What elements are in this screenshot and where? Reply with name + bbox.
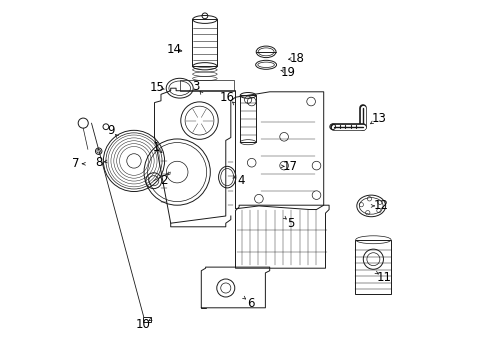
Text: 14: 14 — [166, 43, 182, 56]
Text: 7: 7 — [71, 157, 79, 170]
Text: 6: 6 — [247, 297, 254, 310]
Text: 1: 1 — [152, 141, 160, 154]
Bar — [354, 240, 390, 294]
Text: 11: 11 — [376, 271, 391, 284]
Text: 4: 4 — [237, 174, 244, 186]
Bar — [179, 80, 233, 91]
Text: 5: 5 — [287, 217, 294, 230]
Text: 12: 12 — [373, 199, 388, 212]
Bar — [142, 317, 151, 322]
Text: 13: 13 — [371, 112, 386, 125]
Text: 2: 2 — [160, 174, 167, 186]
Text: 17: 17 — [283, 160, 298, 173]
Bar — [240, 95, 256, 142]
Text: 19: 19 — [280, 66, 295, 78]
Text: 15: 15 — [150, 81, 164, 94]
Text: 3: 3 — [192, 80, 199, 93]
Text: 10: 10 — [135, 318, 150, 331]
Text: 9: 9 — [107, 124, 115, 137]
Text: 8: 8 — [95, 156, 102, 169]
Text: 16: 16 — [220, 91, 235, 104]
Text: 18: 18 — [289, 52, 304, 65]
Bar — [192, 19, 217, 66]
